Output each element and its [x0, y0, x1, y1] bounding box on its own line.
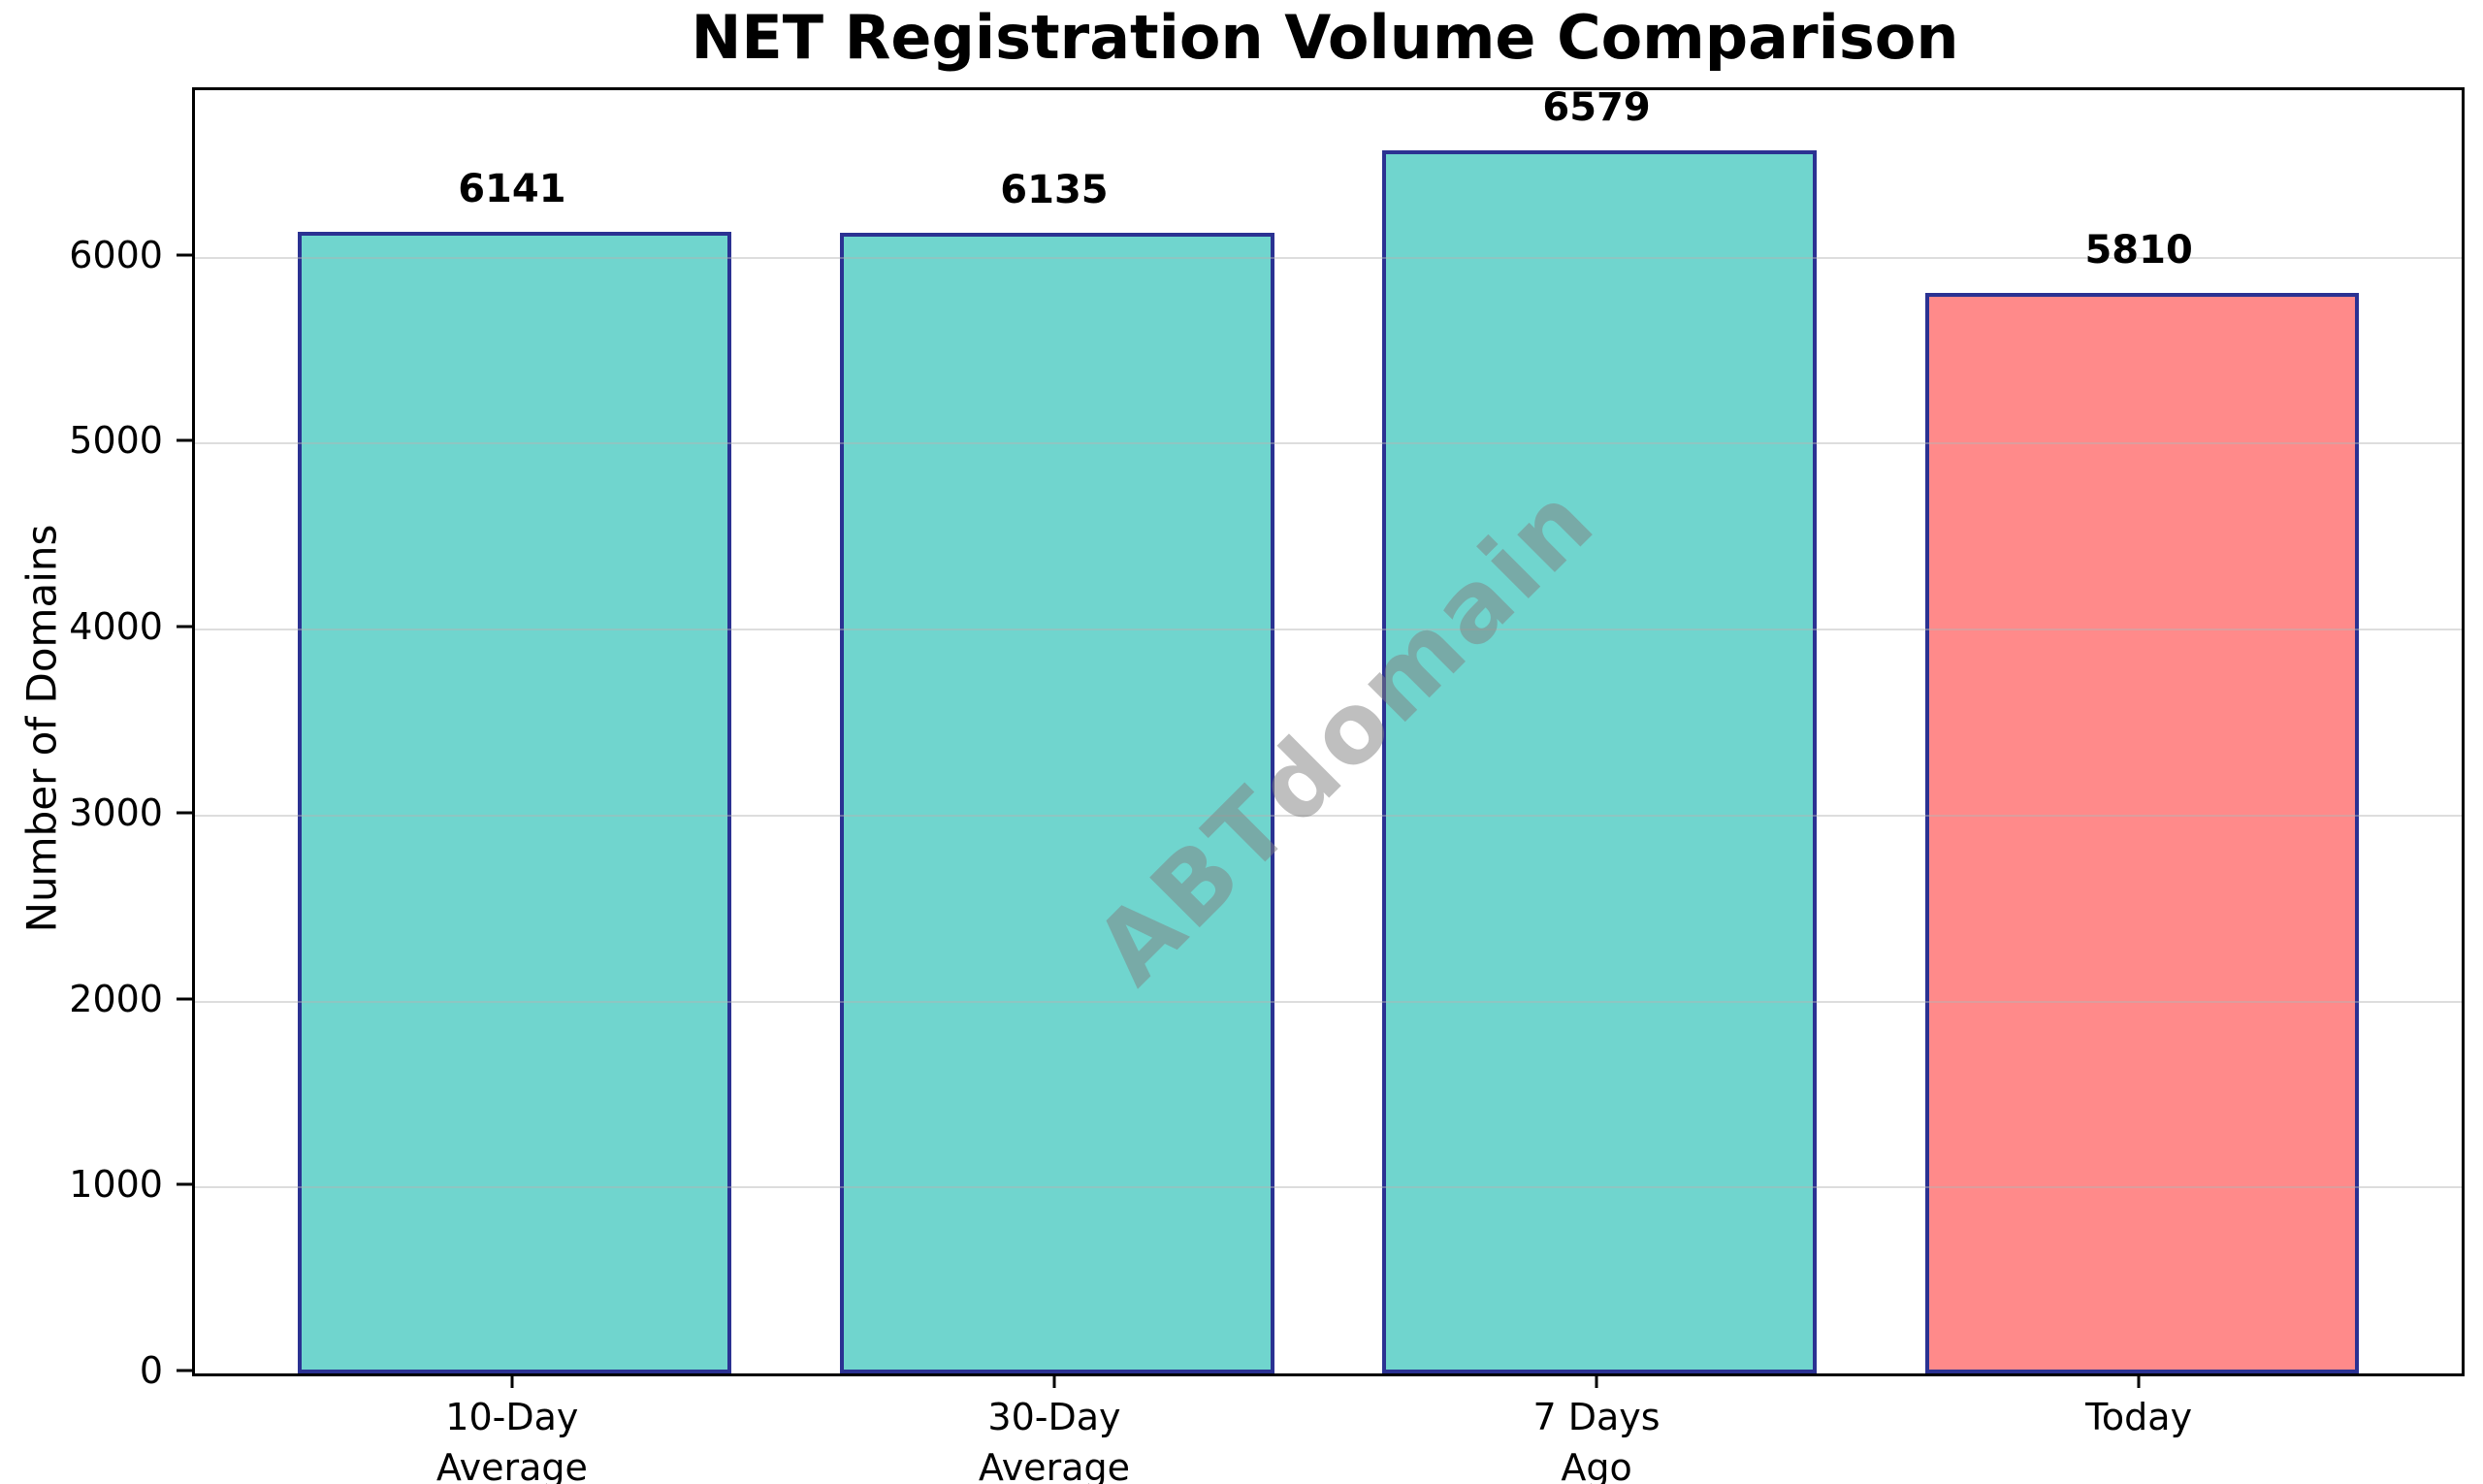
bar-value-label: 6141: [458, 166, 566, 211]
x-tick-label-line: Ago: [1561, 1446, 1632, 1484]
chart-title: NET Registration Volume Comparison: [691, 2, 1959, 73]
gridline-6000: [195, 256, 2462, 259]
x-tick-label-4: Today: [2085, 1392, 2192, 1442]
gridline-4000: [195, 629, 2462, 631]
y-tick-label: 6000: [69, 233, 163, 276]
x-tick-mark: [510, 1373, 514, 1388]
x-tick-mark: [2137, 1373, 2141, 1388]
gridline-5000: [195, 442, 2462, 445]
x-tick-label-2: 30-Day Average: [979, 1392, 1130, 1484]
y-tick-mark: [177, 811, 192, 815]
x-tick-label-1: 10-Day Average: [436, 1392, 588, 1484]
y-tick-mark: [177, 253, 192, 257]
y-tick-mark: [177, 625, 192, 629]
x-tick-label-line: Average: [978, 1446, 1130, 1484]
gridline-2000: [195, 1000, 2462, 1003]
gridline-3000: [195, 814, 2462, 817]
y-tick-mark: [177, 1182, 192, 1186]
bar-value-label: 6579: [1542, 84, 1651, 130]
x-tick-label-line: Average: [435, 1446, 588, 1484]
bar-3: [1382, 149, 1817, 1373]
bar-4: [1924, 292, 2359, 1373]
x-tick-label-line: 7 Days: [1532, 1396, 1661, 1438]
bar-1: [298, 231, 732, 1373]
bar-value-label: 6135: [1000, 167, 1109, 212]
y-tick-label: 1000: [69, 1163, 163, 1207]
x-tick-mark: [1052, 1373, 1056, 1388]
x-tick-mark: [1595, 1373, 1598, 1388]
bar-value-label: 5810: [2084, 227, 2193, 273]
x-tick-label-line: Today: [2085, 1396, 2193, 1438]
x-tick-label-3: 7 Days Ago: [1532, 1392, 1660, 1484]
y-axis-label: Number of Domains: [17, 524, 66, 933]
y-tick-mark: [177, 438, 192, 442]
y-tick-label: 0: [139, 1349, 163, 1392]
bar-2: [840, 232, 1274, 1373]
y-tick-mark: [177, 997, 192, 1001]
y-tick-label: 2000: [69, 977, 163, 1020]
y-tick-mark: [177, 1369, 192, 1372]
y-tick-label: 4000: [69, 605, 163, 649]
plot-area: ABTdomain: [192, 87, 2465, 1376]
gridline-1000: [195, 1186, 2462, 1189]
y-tick-label: 5000: [69, 419, 163, 463]
x-tick-label-line: 30-Day: [987, 1396, 1121, 1438]
x-tick-label-line: 10-Day: [445, 1396, 579, 1438]
y-tick-label: 3000: [69, 790, 163, 834]
